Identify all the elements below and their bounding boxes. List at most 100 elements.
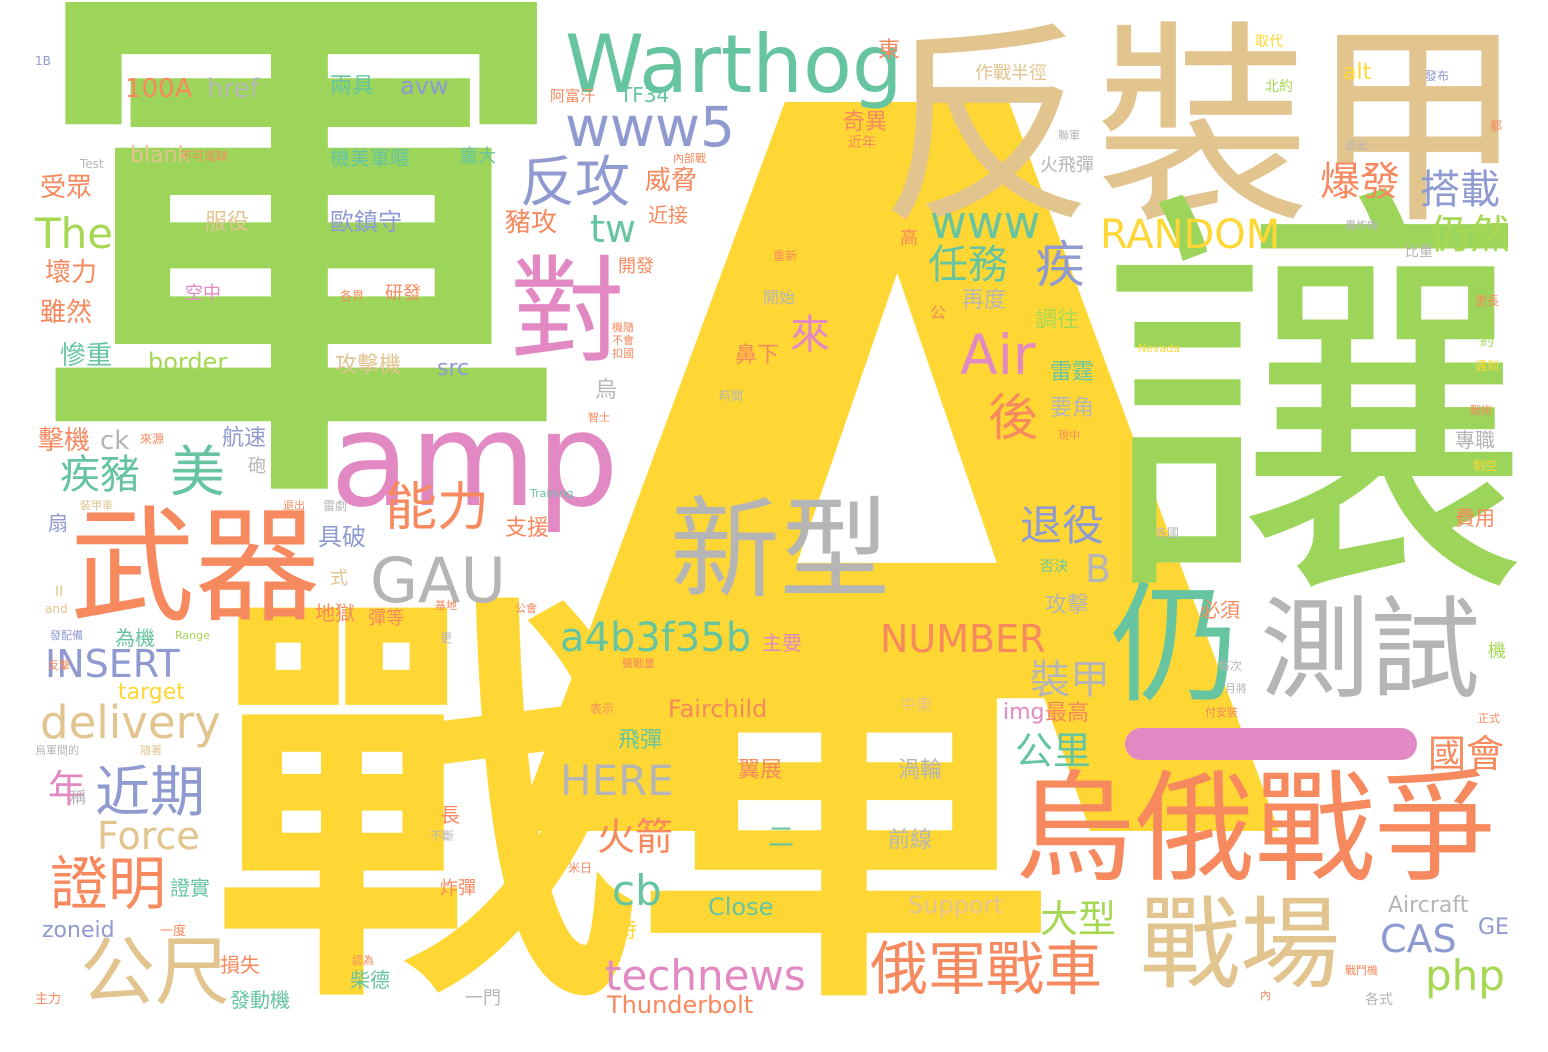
word-a4b3f35b: a4b3f35b	[560, 615, 752, 661]
word-gong-ji-ji: 攻擊機	[335, 353, 402, 378]
word-ce-shi: 測試	[1260, 586, 1480, 714]
word-ju-po: 具破	[318, 523, 366, 551]
word-yi-du: 一度	[160, 924, 187, 939]
word-shi2: 式	[330, 568, 348, 589]
word-wei-xie: 威脅	[645, 166, 698, 196]
word-gong-hui: 公會	[515, 602, 537, 615]
word-fei-yong: 費用	[1455, 506, 1495, 530]
word-fa-dong-ji: 發動機	[230, 988, 290, 1012]
word-qi-yi: 奇異	[843, 110, 888, 135]
word-fei-dan: 飛彈	[618, 728, 663, 753]
word-zhi-yuan: 支援	[505, 516, 550, 541]
word-nian: 年	[48, 767, 87, 811]
word-close: Close	[708, 893, 774, 921]
word-xian-zhi: 退出	[1345, 139, 1367, 152]
word-fu-an-zhuang: 付安裝	[1205, 706, 1238, 719]
word-force: Force	[97, 814, 200, 858]
word-jin-qi: 近期	[95, 760, 206, 824]
word-zhuan-zhi: 專職	[1455, 428, 1495, 452]
word-huo-fei-dan: 火飛彈	[1040, 155, 1094, 176]
word-ge: GE	[1478, 915, 1509, 940]
word-di-yu: 地獄	[315, 601, 355, 625]
word-mei: 美	[170, 440, 226, 504]
word-fairchild: Fairchild	[668, 695, 768, 723]
word-training: Training	[530, 487, 574, 500]
word-lei-ting: 雷霆	[1050, 360, 1095, 385]
word-yi-zhan: 翼展	[738, 758, 783, 783]
word-border: border	[148, 348, 228, 376]
word-qian-xian: 前線	[888, 828, 933, 853]
word-hong-zha-ji: 轟炸機	[1345, 219, 1378, 232]
word-a100: 100A	[125, 74, 193, 104]
word-e-jun-zhan-che: 俄軍戰車	[870, 935, 1103, 1003]
word-dou: 都	[1490, 119, 1503, 133]
word-er-bar	[1125, 728, 1417, 760]
word-shi3: 正式	[1478, 712, 1500, 725]
word-lian-bi: 聯軍	[1058, 129, 1080, 142]
word-zoneid: zoneid	[42, 918, 115, 943]
word-yao-jiao: 要角	[1050, 396, 1095, 421]
word-amp: amp	[330, 384, 619, 536]
word-da-zai: 搭載	[1420, 167, 1500, 213]
word-gong-li: 公里	[1015, 729, 1092, 773]
word-neng-li: 能力	[385, 478, 490, 538]
word-yi-men: 一門	[465, 988, 501, 1009]
word-jun: 軍	[30, 0, 570, 564]
word-yue: 約	[1480, 334, 1494, 350]
word-n: n	[630, 672, 655, 716]
word-zheng-ming: 證明	[50, 850, 167, 918]
word-sun-shi: 損失	[220, 953, 260, 977]
word-zhan-chang: 戰場	[1140, 886, 1340, 1003]
word-wu-e-zhan-zheng: 烏俄戰爭	[1015, 760, 1495, 899]
word-kong-zhong: 空中	[185, 283, 221, 304]
word-thunderbolt: Thunderbolt	[607, 991, 754, 1019]
word-src: src	[437, 356, 470, 381]
word-gong-si: 公司	[760, 369, 837, 413]
word-fu-yi: 服役	[205, 210, 250, 235]
word-gao: 高	[900, 228, 918, 249]
word-ji-di: 基地	[435, 599, 457, 612]
word-zha-dan: 炸彈	[440, 878, 476, 899]
word-a-fu-han: 阿富汗	[550, 87, 596, 105]
word-hou: 後	[988, 389, 1038, 447]
word-sui-ran: 雖然	[40, 298, 93, 328]
word-bao-fa: 爆發	[1320, 159, 1400, 205]
word-zhu-li: 主力	[35, 992, 62, 1007]
word-here: HERE	[560, 756, 674, 805]
word-zhu-gong: 豬攻	[505, 208, 558, 238]
word-tw: tw	[590, 207, 636, 251]
word-hang-su: 航速	[222, 426, 267, 451]
word-zui-gao: 最高	[1045, 701, 1090, 726]
word-zheng-shi: 證實	[170, 876, 210, 900]
word-cheng: 稱	[70, 788, 87, 807]
word-er: 二	[768, 823, 795, 853]
word-reng-ran: 仍然	[1430, 212, 1510, 258]
word-bi-zhong: 比重	[1405, 244, 1433, 260]
word-zhuang-jia-che: 裝甲車	[80, 499, 113, 512]
word-zhe-jiang: 現中	[1058, 429, 1080, 442]
word-tf34: TF34	[620, 83, 670, 107]
word-insert: INSERT	[45, 642, 180, 686]
word-huo-jian: 火箭	[597, 815, 674, 859]
word-bei-yue: 北約	[1265, 79, 1293, 95]
word-random: RANDOM	[1100, 212, 1281, 258]
word-shi-yong: 戰鬥機	[1345, 964, 1378, 977]
word-bi-xia: 鼻下	[735, 343, 780, 368]
word-and: and	[45, 602, 68, 616]
word-bu-hui: 不會	[612, 334, 634, 347]
word-xin-xing: 新型	[670, 486, 890, 614]
word-gong: 公	[930, 303, 947, 322]
word-jin-nian: 近年	[848, 135, 876, 151]
word-alt: alt	[1343, 60, 1372, 85]
word-dui: 對	[510, 245, 626, 379]
word-pang-da: 龐大	[460, 146, 496, 167]
word-range: Range	[175, 629, 210, 642]
word-biao-shi: 表示	[590, 702, 615, 716]
word-fan-gong: 反攻	[520, 150, 631, 214]
word-support: Support	[908, 891, 1003, 919]
word-ren-wu: 任務	[928, 242, 1008, 288]
word-b1: 1B	[35, 54, 51, 68]
word-ge-jie: 各界	[340, 289, 365, 303]
word-ren-wei: 認為	[352, 954, 374, 967]
word-lei-ju: 雷劇	[323, 499, 348, 513]
